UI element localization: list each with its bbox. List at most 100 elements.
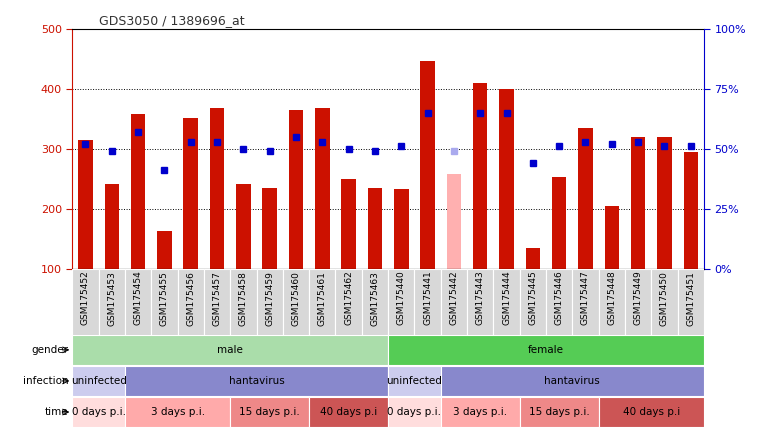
- FancyBboxPatch shape: [599, 269, 625, 337]
- Bar: [683, 152, 698, 269]
- Text: GSM175463: GSM175463: [371, 271, 380, 325]
- Bar: [263, 188, 277, 269]
- Text: 15 days p.i.: 15 days p.i.: [239, 407, 300, 417]
- Bar: [342, 179, 356, 269]
- FancyBboxPatch shape: [388, 335, 704, 365]
- FancyBboxPatch shape: [72, 397, 125, 427]
- Bar: [526, 248, 540, 269]
- FancyBboxPatch shape: [125, 269, 151, 337]
- FancyBboxPatch shape: [625, 269, 651, 337]
- FancyBboxPatch shape: [231, 269, 256, 337]
- Text: 3 days p.i.: 3 days p.i.: [453, 407, 508, 417]
- Bar: [368, 188, 382, 269]
- Text: 40 days p.i: 40 days p.i: [320, 407, 377, 417]
- Text: female: female: [528, 345, 564, 355]
- Text: GSM175450: GSM175450: [660, 271, 669, 325]
- FancyBboxPatch shape: [283, 269, 309, 337]
- Text: hantavirus: hantavirus: [544, 376, 600, 386]
- Bar: [473, 83, 488, 269]
- Text: 0 days p.i.: 0 days p.i.: [72, 407, 126, 417]
- FancyBboxPatch shape: [415, 269, 441, 337]
- Bar: [604, 206, 619, 269]
- Bar: [578, 128, 593, 269]
- Text: GSM175443: GSM175443: [476, 271, 485, 325]
- Text: GSM175449: GSM175449: [634, 271, 642, 325]
- Text: GSM175461: GSM175461: [318, 271, 326, 325]
- FancyBboxPatch shape: [125, 397, 231, 427]
- Text: uninfected: uninfected: [387, 376, 442, 386]
- FancyBboxPatch shape: [72, 269, 99, 337]
- Text: GSM175448: GSM175448: [607, 271, 616, 325]
- Text: GSM175451: GSM175451: [686, 271, 696, 325]
- Text: GSM175459: GSM175459: [265, 271, 274, 325]
- FancyBboxPatch shape: [572, 269, 599, 337]
- FancyBboxPatch shape: [309, 269, 336, 337]
- Bar: [499, 89, 514, 269]
- FancyBboxPatch shape: [520, 397, 599, 427]
- FancyBboxPatch shape: [546, 269, 572, 337]
- Text: GSM175446: GSM175446: [555, 271, 564, 325]
- Bar: [104, 183, 119, 269]
- Bar: [158, 231, 172, 269]
- Bar: [131, 114, 145, 269]
- Text: 15 days p.i.: 15 days p.i.: [529, 407, 590, 417]
- Bar: [447, 174, 461, 269]
- Text: GSM175460: GSM175460: [291, 271, 301, 325]
- FancyBboxPatch shape: [256, 269, 283, 337]
- FancyBboxPatch shape: [72, 366, 125, 396]
- FancyBboxPatch shape: [125, 366, 388, 396]
- Text: 0 days p.i.: 0 days p.i.: [387, 407, 441, 417]
- FancyBboxPatch shape: [520, 269, 546, 337]
- Bar: [288, 110, 303, 269]
- Bar: [394, 189, 409, 269]
- Bar: [631, 137, 645, 269]
- FancyBboxPatch shape: [677, 269, 704, 337]
- FancyBboxPatch shape: [336, 269, 361, 337]
- FancyBboxPatch shape: [651, 269, 677, 337]
- FancyBboxPatch shape: [177, 269, 204, 337]
- FancyBboxPatch shape: [388, 366, 441, 396]
- Bar: [78, 140, 93, 269]
- FancyBboxPatch shape: [309, 397, 388, 427]
- Text: hantavirus: hantavirus: [228, 376, 285, 386]
- FancyBboxPatch shape: [231, 397, 309, 427]
- Text: GSM175440: GSM175440: [396, 271, 406, 325]
- FancyBboxPatch shape: [388, 269, 415, 337]
- Text: GSM175458: GSM175458: [239, 271, 248, 325]
- Text: GSM175456: GSM175456: [186, 271, 196, 325]
- FancyBboxPatch shape: [388, 397, 441, 427]
- Text: GDS3050 / 1389696_at: GDS3050 / 1389696_at: [99, 14, 244, 27]
- FancyBboxPatch shape: [467, 269, 493, 337]
- FancyBboxPatch shape: [361, 269, 388, 337]
- Text: GSM175455: GSM175455: [160, 271, 169, 325]
- Text: GSM175462: GSM175462: [344, 271, 353, 325]
- Bar: [210, 108, 224, 269]
- FancyBboxPatch shape: [204, 269, 231, 337]
- Bar: [236, 183, 250, 269]
- FancyBboxPatch shape: [493, 269, 520, 337]
- Bar: [420, 61, 435, 269]
- Text: GSM175453: GSM175453: [107, 271, 116, 325]
- Text: time: time: [45, 407, 68, 417]
- Text: gender: gender: [31, 345, 68, 355]
- Bar: [315, 108, 330, 269]
- Text: GSM175457: GSM175457: [212, 271, 221, 325]
- Text: male: male: [217, 345, 244, 355]
- Bar: [658, 137, 672, 269]
- Text: GSM175445: GSM175445: [528, 271, 537, 325]
- Text: GSM175442: GSM175442: [450, 271, 458, 325]
- Text: 3 days p.i.: 3 days p.i.: [151, 407, 205, 417]
- Text: infection: infection: [23, 376, 68, 386]
- Text: GSM175447: GSM175447: [581, 271, 590, 325]
- Text: 40 days p.i: 40 days p.i: [622, 407, 680, 417]
- FancyBboxPatch shape: [441, 269, 467, 337]
- FancyBboxPatch shape: [99, 269, 125, 337]
- Text: GSM175452: GSM175452: [81, 271, 90, 325]
- Text: GSM175454: GSM175454: [134, 271, 142, 325]
- FancyBboxPatch shape: [599, 397, 704, 427]
- FancyBboxPatch shape: [72, 335, 388, 365]
- Text: GSM175444: GSM175444: [502, 271, 511, 325]
- Bar: [183, 118, 198, 269]
- FancyBboxPatch shape: [441, 397, 520, 427]
- FancyBboxPatch shape: [441, 366, 704, 396]
